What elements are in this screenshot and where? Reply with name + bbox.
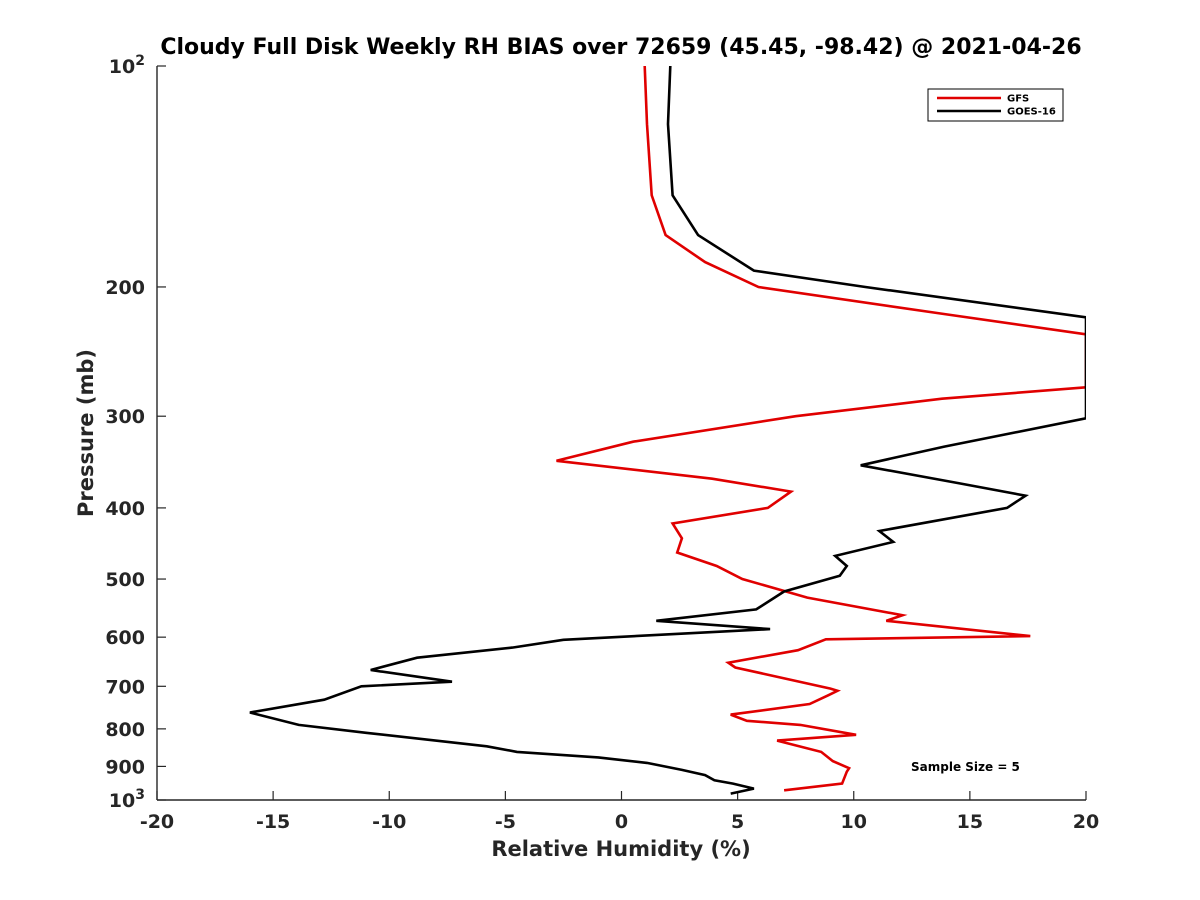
y-tick-label: 600 xyxy=(105,627,145,649)
chart-title: Cloudy Full Disk Weekly RH BIAS over 726… xyxy=(160,35,1081,60)
y-tick-label: 102 xyxy=(109,53,145,78)
y-tick-label: 800 xyxy=(105,719,145,741)
x-tick-label: 15 xyxy=(957,811,983,833)
y-tick-label: 900 xyxy=(105,756,145,778)
legend-label-goes-16: GOES-16 xyxy=(1007,107,1056,118)
x-tick-label: 0 xyxy=(615,811,628,833)
x-axis-label: Relative Humidity (%) xyxy=(491,837,750,861)
y-tick-label: 400 xyxy=(105,498,145,520)
y-axis-label: Pressure (mb) xyxy=(74,349,98,517)
x-tick-label: -10 xyxy=(372,811,406,833)
sample-size-annotation: Sample Size = 5 xyxy=(911,760,1020,774)
x-tick-label: 5 xyxy=(731,811,744,833)
y-axis-ticks: 102 200 300 400 500 600 700 800 900 103 xyxy=(105,53,166,812)
series-line-gfs xyxy=(556,65,1086,792)
legend-label-gfs: GFS xyxy=(1007,94,1029,105)
x-tick-label: -15 xyxy=(256,811,290,833)
y-tick-label: 500 xyxy=(105,569,145,591)
legend-box xyxy=(927,88,1064,122)
y-tick-label: 103 xyxy=(109,787,145,812)
x-tick-label: 20 xyxy=(1073,811,1099,833)
x-axis-ticks: -20 -15 -10 -5 0 5 10 15 20 xyxy=(140,791,1099,833)
legend: GFS GOES-16 xyxy=(927,88,1064,122)
y-tick-label: 200 xyxy=(105,277,145,299)
series-line-goes-16 xyxy=(249,65,1086,795)
x-tick-label: 10 xyxy=(841,811,867,833)
series-layer xyxy=(249,65,1086,795)
x-tick-label: -20 xyxy=(140,811,174,833)
y-tick-label: 300 xyxy=(105,406,145,428)
x-tick-label: -5 xyxy=(495,811,516,833)
y-tick-label: 700 xyxy=(105,676,145,698)
